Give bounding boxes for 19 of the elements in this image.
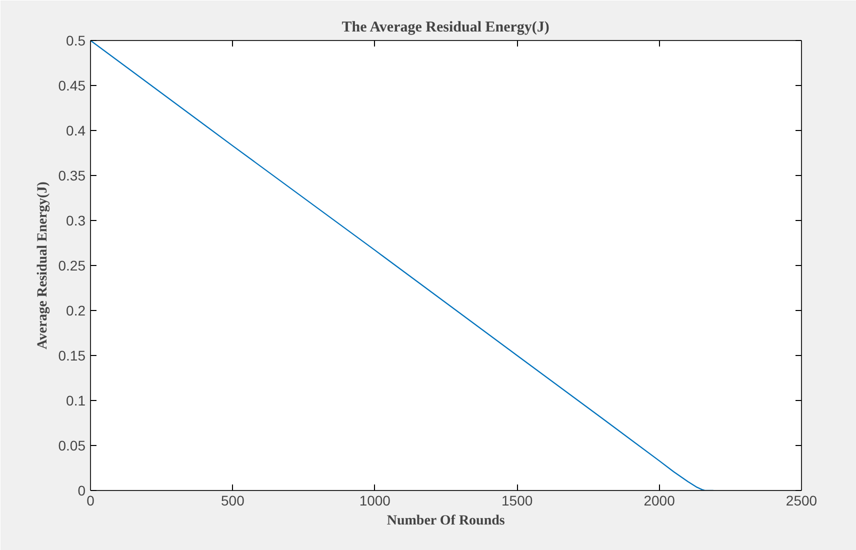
y-tick-label: 0.1 xyxy=(66,392,86,408)
y-tick-label: 0.3 xyxy=(66,212,86,228)
chart-title: The Average Residual Energy(J) xyxy=(342,20,550,36)
y-tick-label: 0.05 xyxy=(58,438,86,454)
y-tick-label: 0.5 xyxy=(66,32,86,48)
y-axis-title: Average Residual Energy(J) xyxy=(35,181,50,350)
x-tick-label: 500 xyxy=(221,492,245,508)
y-tick-label: 0 xyxy=(78,482,86,498)
x-tick-label: 2500 xyxy=(786,492,818,508)
y-tick-label: 0.4 xyxy=(66,122,86,138)
x-axis-title: Number Of Rounds xyxy=(386,514,506,528)
y-tick-label: 0.25 xyxy=(58,258,86,274)
x-tick-label: 1500 xyxy=(502,492,533,508)
x-tick-label: 1000 xyxy=(359,492,391,508)
y-tick-label: 0.2 xyxy=(66,302,86,318)
y-tick-label: 0.15 xyxy=(58,348,86,364)
x-tick-label: 2000 xyxy=(644,492,676,508)
y-tick-label: 0.35 xyxy=(58,168,86,184)
y-tick-label: 0.45 xyxy=(58,78,86,94)
